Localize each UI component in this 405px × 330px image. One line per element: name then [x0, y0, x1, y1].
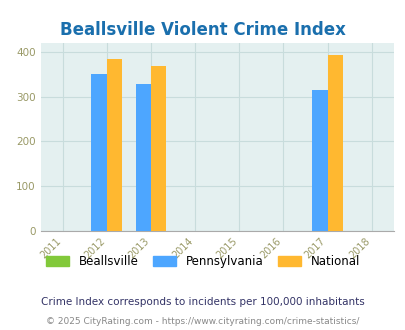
Text: Beallsville Violent Crime Index: Beallsville Violent Crime Index	[60, 21, 345, 40]
Text: © 2025 CityRating.com - https://www.cityrating.com/crime-statistics/: © 2025 CityRating.com - https://www.city…	[46, 317, 359, 326]
Bar	[135, 84, 151, 231]
Bar	[311, 90, 327, 231]
Bar	[107, 59, 122, 231]
Bar	[151, 66, 166, 231]
Legend: Beallsville, Pennsylvania, National: Beallsville, Pennsylvania, National	[41, 250, 364, 273]
Bar	[91, 74, 107, 231]
Text: Crime Index corresponds to incidents per 100,000 inhabitants: Crime Index corresponds to incidents per…	[41, 297, 364, 307]
Bar	[327, 55, 342, 231]
